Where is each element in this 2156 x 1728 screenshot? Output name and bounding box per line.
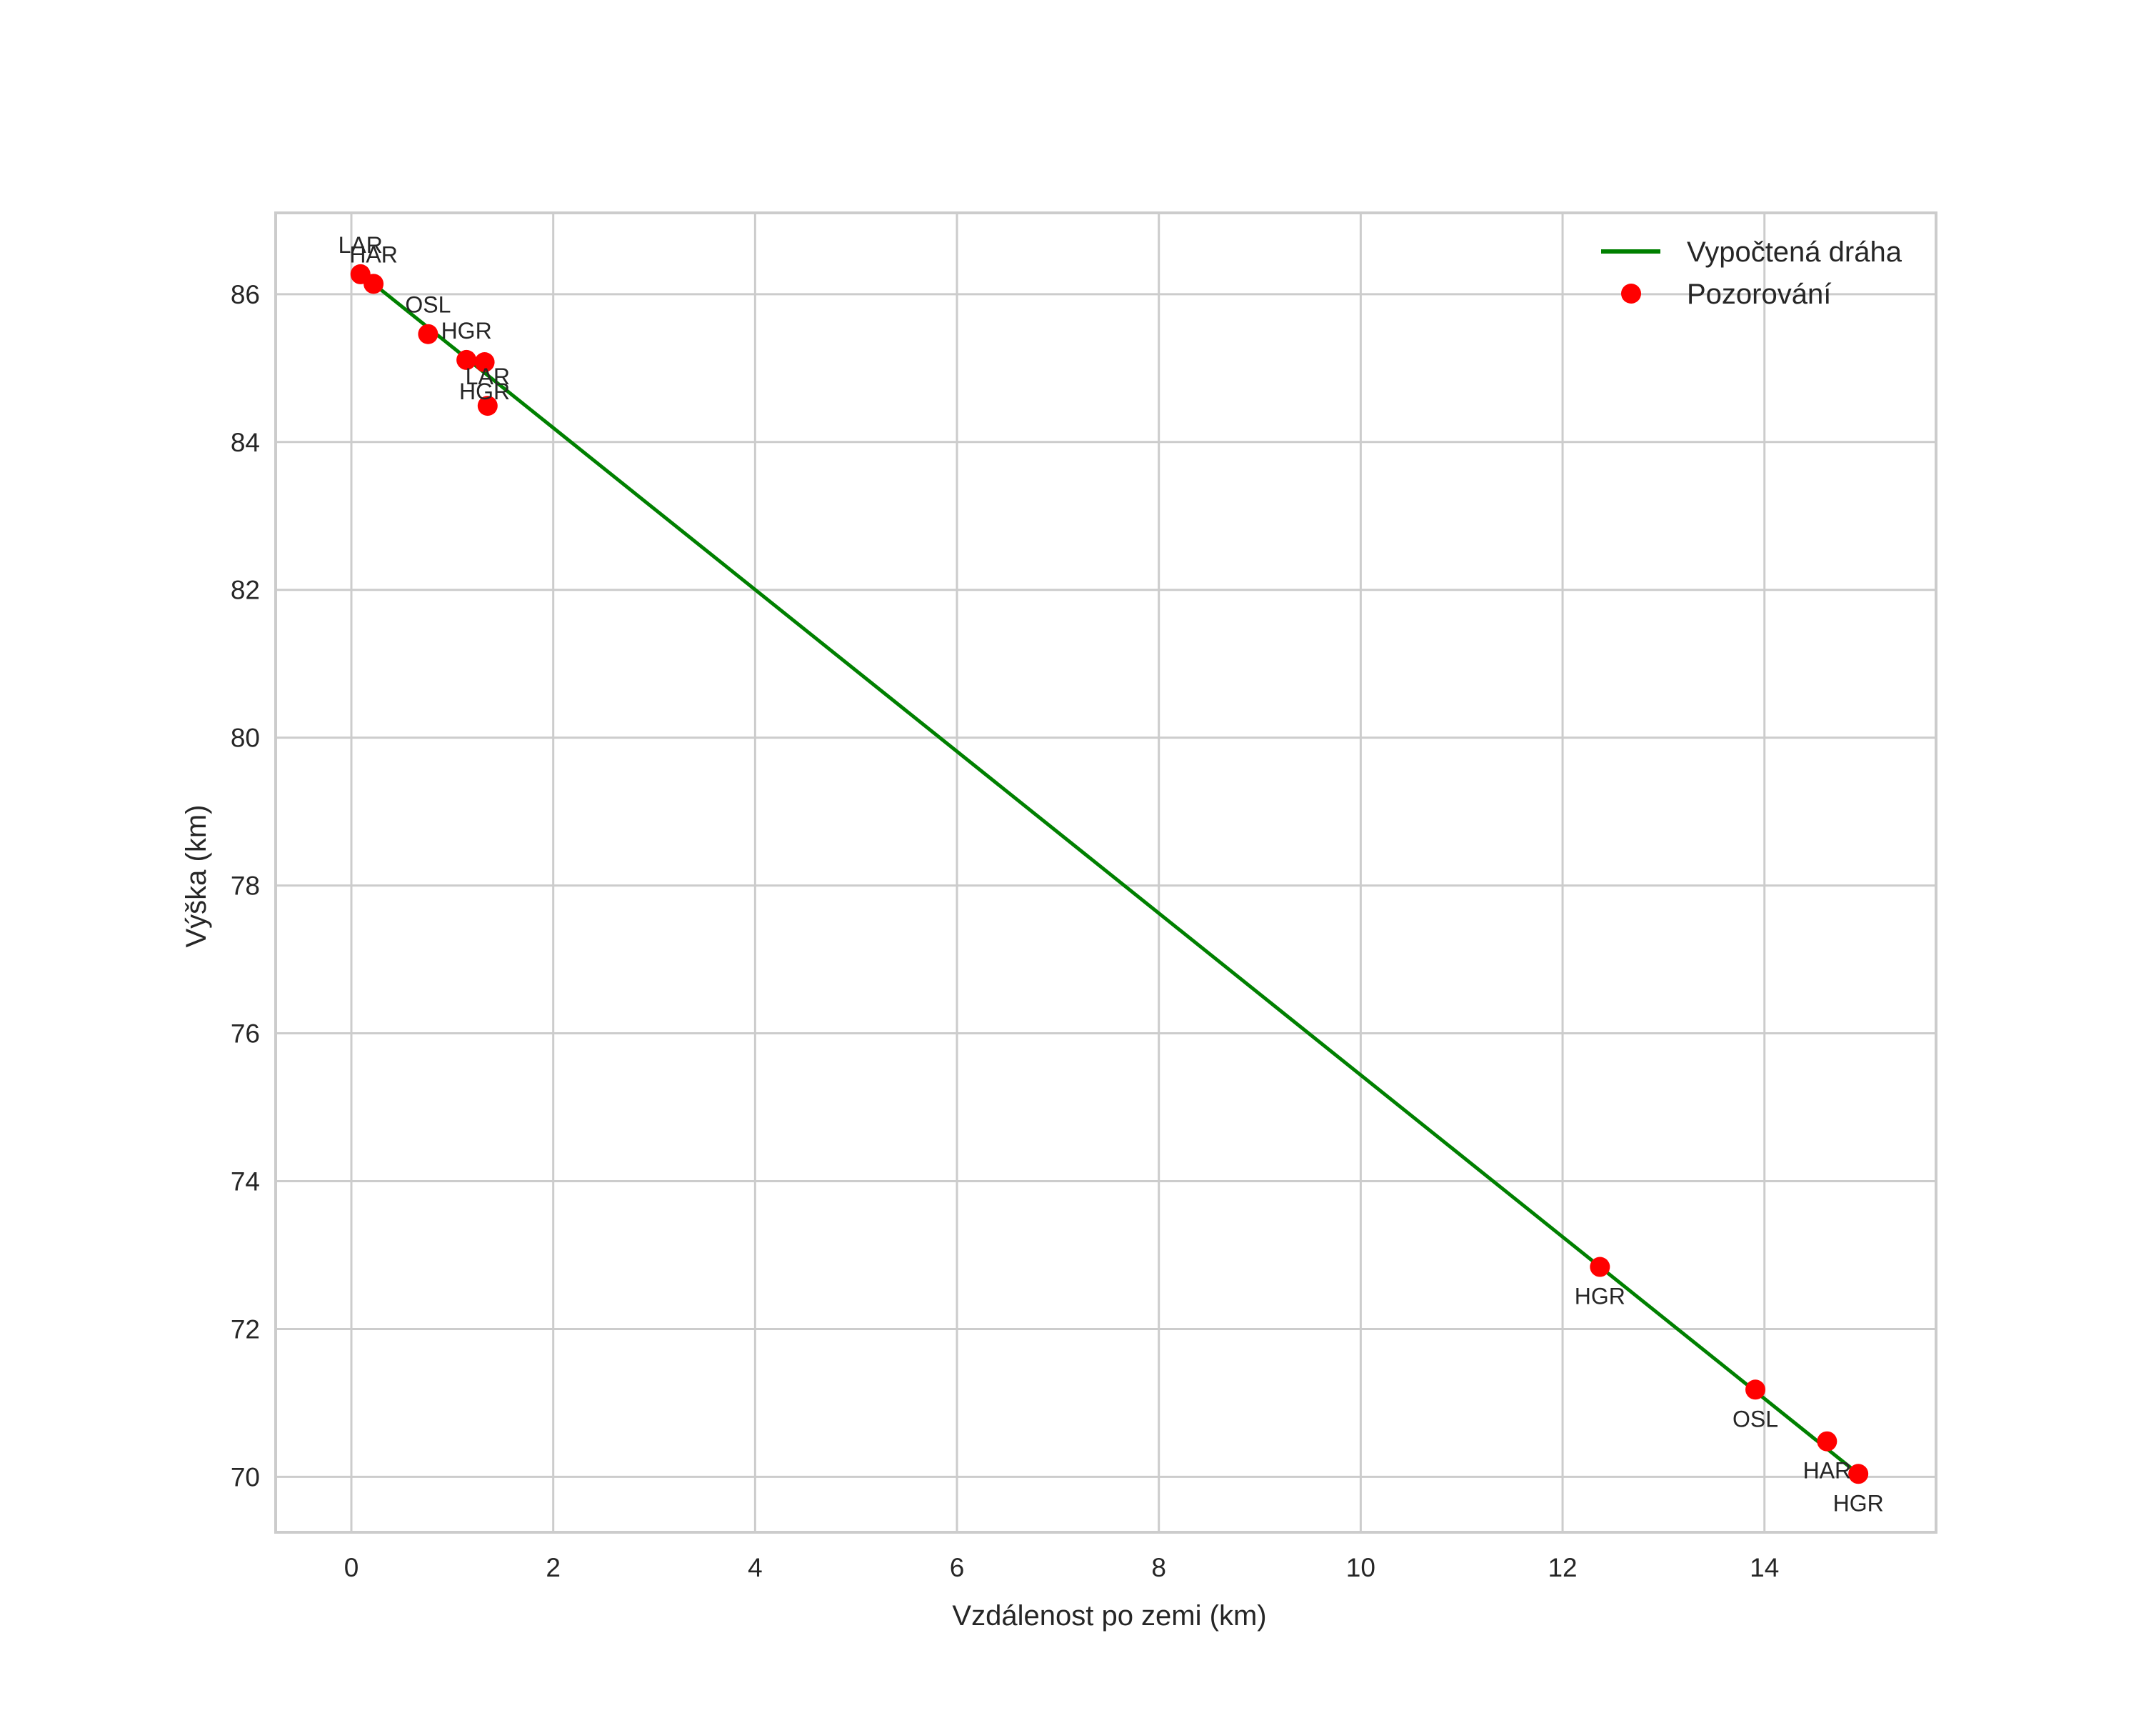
y-tick-label: 70 <box>231 1462 260 1492</box>
plot-frame <box>274 211 1937 1534</box>
observation-point <box>474 352 495 373</box>
y-tick-label: 84 <box>231 428 260 457</box>
observation-point <box>363 274 384 294</box>
trajectory-line <box>372 282 1860 1476</box>
observation-station-label: HGR <box>1833 1490 1884 1516</box>
x-tick-label: 12 <box>1548 1553 1577 1582</box>
x-tick-label: 14 <box>1750 1553 1779 1582</box>
observation-point <box>1745 1379 1766 1400</box>
y-tick-label: 86 <box>231 280 260 309</box>
observation-point <box>477 396 498 416</box>
observation-station-label: HAR <box>1803 1458 1852 1484</box>
observation-station-label: OSL <box>405 292 451 318</box>
observation-point <box>1590 1257 1610 1277</box>
y-tick-label: 82 <box>231 576 260 605</box>
x-tick-label: 8 <box>1151 1553 1166 1582</box>
y-tick-label: 76 <box>231 1019 260 1049</box>
legend: Vypočtená dráha Pozorování <box>1601 236 1902 310</box>
observation-station-label: HGR <box>441 318 492 344</box>
x-tick-label: 4 <box>748 1553 763 1582</box>
y-tick-label: 72 <box>231 1314 260 1344</box>
observation-points <box>350 264 1869 1484</box>
observation-station-label: LAR <box>339 232 383 258</box>
grid-lines <box>276 213 1936 1532</box>
x-tick-label: 10 <box>1346 1553 1375 1582</box>
legend-label-observations: Pozorování <box>1687 279 1831 310</box>
y-tick-label: 80 <box>231 724 260 753</box>
observation-station-label: HGR <box>1575 1284 1625 1309</box>
x-tick-label: 2 <box>546 1553 561 1582</box>
observation-point <box>1848 1464 1869 1484</box>
y-axis-label: Výška (km) <box>181 805 212 948</box>
observation-station-label: HAR <box>349 241 398 267</box>
observation-station-label: OSL <box>1733 1406 1778 1432</box>
observation-point <box>456 349 477 370</box>
y-axis-ticks: 70 72 74 76 78 80 82 84 86 <box>231 280 260 1492</box>
y-tick-label: 78 <box>231 872 260 901</box>
x-tick-label: 6 <box>950 1553 965 1582</box>
legend-label-trajectory: Vypočtená dráha <box>1687 236 1902 268</box>
x-axis-label: Vzdálenost po zemi (km) <box>952 1600 1266 1632</box>
observation-station-label: HGR <box>459 379 510 404</box>
x-axis-ticks: 0 2 4 6 8 10 12 14 <box>344 1553 1780 1582</box>
observation-point <box>418 324 438 344</box>
legend-dot-icon <box>1621 284 1641 304</box>
observation-point <box>1817 1431 1837 1452</box>
computed-trajectory-line <box>372 282 1860 1476</box>
x-tick-label: 0 <box>344 1553 359 1582</box>
y-tick-label: 74 <box>231 1167 260 1197</box>
observation-station-label: LAR <box>466 364 510 389</box>
